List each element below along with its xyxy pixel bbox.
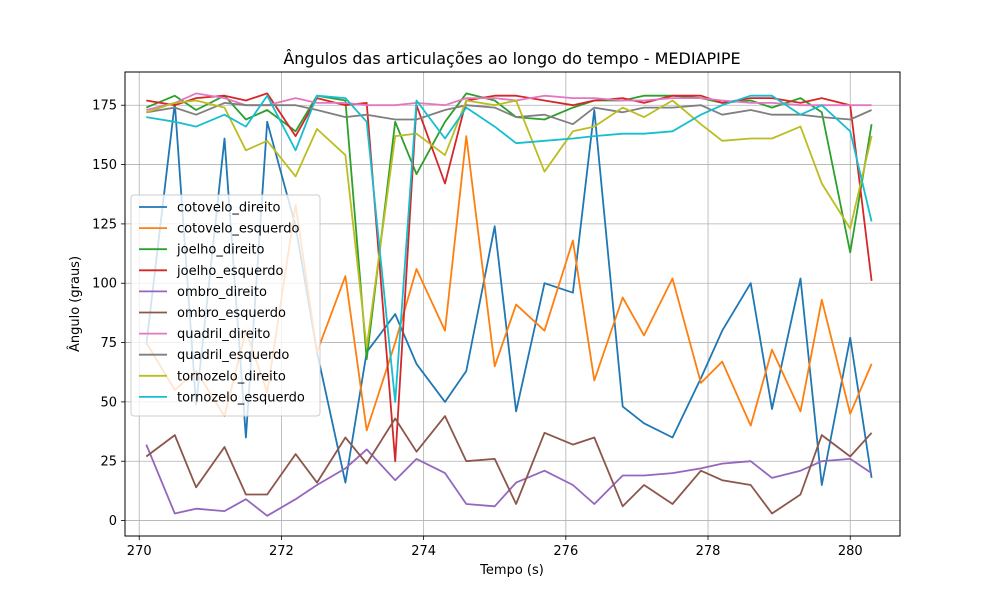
plot-series xyxy=(145,92,873,517)
plot-frame xyxy=(124,71,901,537)
y-tick-label: 75 xyxy=(100,336,117,351)
legend-label: quadril_esquerdo xyxy=(177,348,289,363)
legend-label: quadril_direito xyxy=(177,327,270,342)
y-tick-label: 25 xyxy=(100,455,117,470)
x-tick-label: 270 xyxy=(127,544,152,559)
y-tick-label: 125 xyxy=(92,217,117,232)
y-axis-label: Ângulo (graus) xyxy=(67,256,83,352)
series-line-tornozelo-direito xyxy=(146,99,873,349)
y-tick-label: 150 xyxy=(92,158,117,173)
y-tick-label: 175 xyxy=(92,99,117,114)
legend-label: joelho_esquerdo xyxy=(176,264,283,279)
legend-label: ombro_direito xyxy=(177,285,267,300)
x-tick-label: 278 xyxy=(696,544,721,559)
legend-label: joelho_direito xyxy=(176,243,264,258)
x-axis-ticks: 270 272 274 276 278 280 xyxy=(127,536,863,559)
series-line-cotovelo-direito xyxy=(145,102,873,486)
x-tick-label: 280 xyxy=(838,544,863,559)
series-line-joelho-esquerdo xyxy=(146,92,873,463)
y-tick-label: 50 xyxy=(100,395,117,410)
series-line-ombro-direito xyxy=(145,444,873,517)
legend: cotovelo_direito cotovelo_esquerdo joelho_… xyxy=(130,194,321,417)
legend-box xyxy=(130,194,321,417)
y-axis-ticks: 0 25 50 75 100 125 150 175 xyxy=(92,99,125,529)
legend-label: cotovelo_esquerdo xyxy=(177,222,300,237)
series-line-joelho-direito xyxy=(145,92,873,361)
legend-label: cotovelo_direito xyxy=(177,201,281,216)
legend-label: tornozelo_direito xyxy=(177,369,286,384)
x-tick-label: 276 xyxy=(553,544,578,559)
series-line-tornozelo-esquerdo xyxy=(146,94,873,403)
chart-title: Ângulos das articulações ao longo do tem… xyxy=(283,49,740,68)
y-tick-label: 100 xyxy=(92,277,117,292)
legend-label: ombro_esquerdo xyxy=(177,306,286,321)
x-tick-label: 272 xyxy=(269,544,294,559)
series-line-ombro-esquerdo xyxy=(145,415,873,515)
legend-label: tornozelo_esquerdo xyxy=(177,390,305,405)
x-axis-label: Tempo (s) xyxy=(479,563,544,578)
y-tick-label: 0 xyxy=(109,514,117,529)
x-tick-label: 274 xyxy=(411,544,436,559)
series-line-quadril-esquerdo xyxy=(146,102,872,126)
